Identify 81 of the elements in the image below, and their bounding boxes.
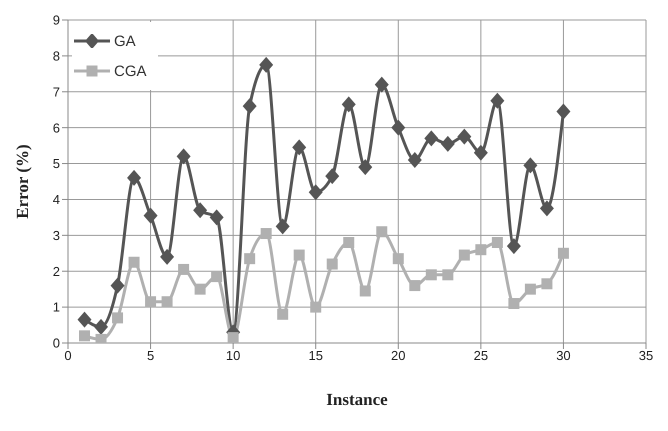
point	[79, 330, 90, 342]
y-tick-label: 2	[52, 264, 60, 279]
point	[78, 312, 92, 328]
point	[376, 226, 388, 238]
point	[128, 256, 140, 268]
point	[540, 200, 554, 216]
point	[259, 56, 274, 73]
y-tick-label: 0	[52, 336, 60, 351]
x-tick-label: 15	[308, 348, 323, 364]
point	[178, 264, 190, 275]
point	[144, 208, 158, 224]
point	[194, 284, 206, 295]
point	[457, 128, 472, 145]
point	[492, 237, 503, 248]
y-tick-label: 8	[52, 48, 60, 64]
legend-label: CGA	[114, 62, 147, 80]
point	[127, 170, 142, 186]
y-tick-label: 3	[52, 228, 60, 243]
point	[294, 250, 305, 261]
y-tick-label: 4	[52, 192, 60, 208]
point	[426, 269, 437, 280]
x-tick-label: 10	[226, 348, 240, 364]
point	[556, 104, 570, 120]
point	[276, 218, 290, 234]
y-axis-title: Error (%)	[13, 144, 32, 219]
x-tick-label: 30	[556, 348, 571, 364]
point	[260, 228, 272, 240]
point	[310, 302, 322, 313]
point	[358, 159, 372, 176]
x-tick-label: 5	[146, 348, 154, 364]
y-tick-label: 5	[52, 156, 60, 172]
point	[508, 298, 520, 310]
point	[112, 312, 124, 324]
point	[145, 296, 156, 308]
point	[160, 248, 174, 265]
x-tick-label: 20	[391, 348, 406, 364]
point	[326, 258, 338, 270]
point	[408, 152, 422, 168]
point	[162, 296, 173, 308]
point	[490, 92, 504, 109]
point	[424, 130, 438, 146]
point	[558, 248, 569, 259]
point	[442, 269, 454, 280]
point	[210, 209, 224, 226]
point	[244, 253, 256, 264]
point	[475, 244, 486, 256]
point	[176, 148, 191, 164]
point	[110, 278, 125, 294]
point	[308, 184, 323, 200]
point	[458, 250, 470, 261]
x-tick-label: 35	[638, 348, 654, 364]
point	[343, 237, 354, 248]
point	[96, 334, 107, 343]
point	[391, 120, 406, 136]
point	[374, 76, 389, 93]
y-tick-label: 9	[52, 12, 60, 28]
y-tick-label: 7	[52, 84, 60, 100]
point	[277, 308, 288, 320]
x-tick-label: 0	[64, 348, 72, 364]
y-tick-label: 6	[52, 120, 60, 136]
x-axis-title: Instance	[326, 390, 388, 409]
point	[506, 238, 521, 254]
point	[524, 284, 536, 295]
y-tick-label: 1	[52, 300, 60, 315]
point	[541, 278, 552, 290]
point	[474, 144, 488, 161]
point	[193, 202, 208, 218]
point	[94, 318, 108, 335]
point	[409, 280, 420, 292]
point	[228, 332, 239, 343]
point	[523, 157, 538, 174]
point	[360, 285, 371, 296]
point	[242, 98, 257, 114]
x-tick-label: 25	[474, 348, 488, 364]
point	[392, 253, 404, 264]
point	[211, 271, 222, 282]
point	[342, 96, 356, 112]
legend-label: GA	[114, 32, 136, 50]
point	[325, 168, 340, 184]
point	[292, 139, 306, 156]
point	[440, 136, 455, 152]
